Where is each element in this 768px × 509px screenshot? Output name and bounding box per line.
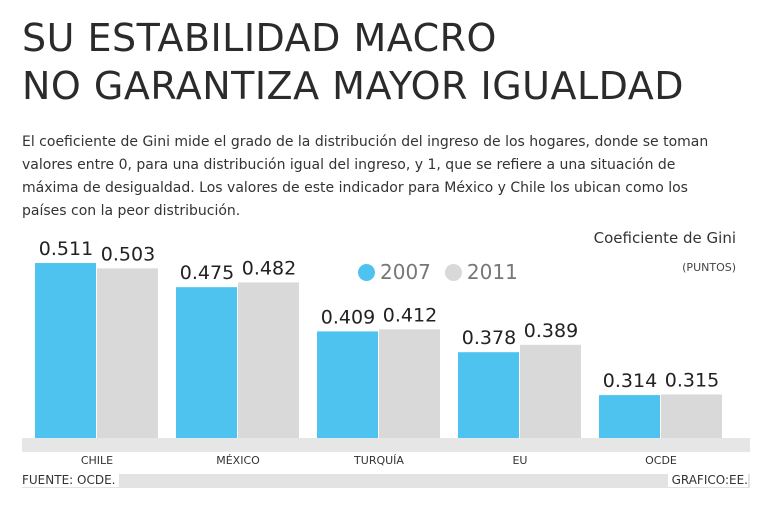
legend-item-2011: 2011	[444, 260, 518, 284]
page-title: SU ESTABILIDAD MACRO NO GARANTIZA MAYOR …	[22, 14, 762, 110]
category-label-chile: CHILE	[81, 454, 113, 467]
bar-2011-méxico	[238, 282, 299, 438]
value-label-2011-chile: 0.503	[101, 243, 155, 265]
legend-swatch-2011	[444, 263, 462, 281]
value-label-2011-eu: 0.389	[524, 320, 578, 342]
value-label-2011-turquía: 0.412	[383, 304, 437, 326]
lead-paragraph: El coeficiente de Gini mide el grado de …	[22, 134, 709, 219]
source-note: FUENTE: OCDE.	[22, 473, 120, 487]
title-line-2: NO GARANTIZA MAYOR IGUALDAD	[22, 64, 685, 108]
legend-item-2007: 2007	[358, 260, 431, 284]
bar-2007-ocde	[599, 395, 660, 438]
legend-label-2007: 2007	[380, 260, 431, 284]
legend-swatch-2007	[358, 263, 375, 281]
legend-label-2011: 2011	[466, 260, 518, 284]
value-label-2007-chile: 0.511	[39, 238, 93, 260]
bar-2007-chile	[35, 263, 96, 438]
chart-legend: 2007 2011	[358, 260, 532, 284]
title-line-1: SU ESTABILIDAD MACRO	[22, 16, 497, 60]
category-label-eu: EU	[512, 454, 527, 467]
value-label-2011-ocde: 0.315	[665, 369, 719, 391]
graphic-credit: GRAFICO:EE.	[667, 473, 748, 487]
chart-title: Coeficiente de Gini	[593, 229, 736, 247]
value-label-2007-turquía: 0.409	[321, 306, 375, 328]
category-label-ocde: OCDE	[645, 454, 677, 467]
category-label-turquía: TURQUÍA	[353, 454, 404, 467]
bar-2007-eu	[458, 352, 519, 438]
bar-2011-chile	[97, 268, 158, 438]
bar-2007-turquía	[317, 331, 378, 438]
category-label-méxico: MÉXICO	[216, 454, 260, 467]
bar-2007-méxico	[176, 287, 237, 438]
chart-subtitle: (PUNTOS)	[682, 261, 736, 274]
bar-2011-ocde	[661, 394, 722, 438]
value-label-2007-ocde: 0.314	[603, 370, 657, 392]
value-label-2007-méxico: 0.475	[180, 262, 234, 284]
x-axis-band	[22, 438, 750, 452]
value-label-2011-méxico: 0.482	[242, 257, 296, 279]
bar-2011-eu	[520, 344, 581, 438]
footer-strip	[22, 474, 750, 488]
value-label-2007-eu: 0.378	[462, 327, 516, 349]
bar-2011-turquía	[379, 329, 440, 438]
